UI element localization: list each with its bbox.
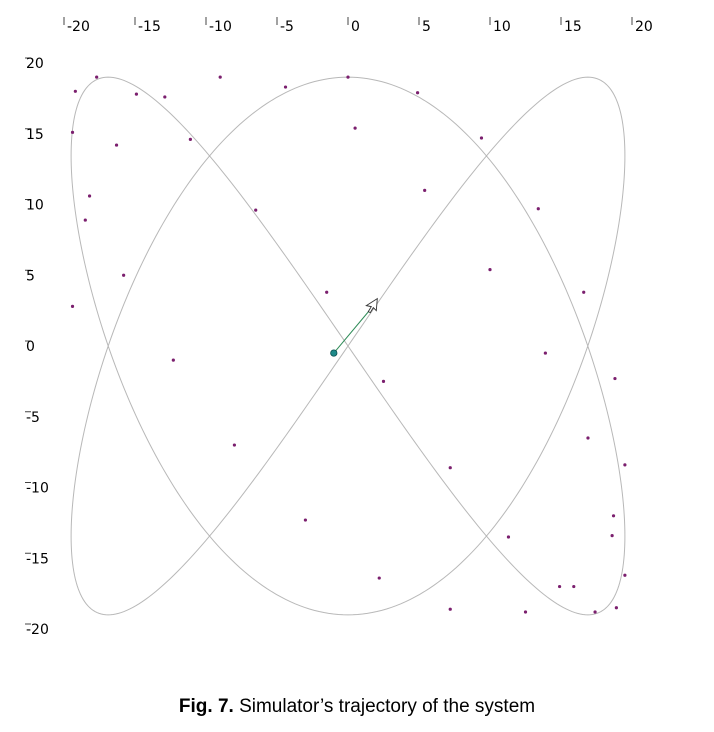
trajectory-point <box>611 514 616 518</box>
trajectory-point <box>218 75 222 79</box>
trajectory-point <box>523 610 528 614</box>
x-tick-label: -20 <box>67 19 90 35</box>
trajectory-point <box>73 89 77 93</box>
y-tick-label: 5 <box>26 268 35 284</box>
trajectory-point <box>346 75 350 79</box>
trajectory-point <box>536 207 540 211</box>
trajectory-point <box>610 534 614 538</box>
trajectory-point <box>381 379 386 383</box>
heading-line <box>333 310 370 354</box>
trajectory-point <box>232 443 236 447</box>
trajectory-point <box>70 304 75 308</box>
trajectory-curve <box>70 76 626 616</box>
trajectory-point <box>254 208 258 212</box>
trajectory-point <box>448 466 452 470</box>
trajectory-point <box>377 576 381 580</box>
trajectory-point <box>614 606 618 610</box>
trajectory-point <box>448 607 452 611</box>
x-tick-label: 15 <box>564 19 582 35</box>
trajectory-point <box>95 75 99 79</box>
y-tick-label: 15 <box>26 127 44 143</box>
trajectory-point <box>325 290 329 294</box>
caption-label: Fig. 7. <box>178 696 234 717</box>
x-tick-label: 20 <box>635 19 653 35</box>
x-tick-label: 5 <box>422 19 431 35</box>
y-tick-label: 10 <box>26 198 44 214</box>
x-tick-label: 10 <box>493 19 511 35</box>
trajectory-point <box>415 91 420 95</box>
figure-caption: Fig. 7. Simulator’s trajectory of the sy… <box>0 696 714 718</box>
caption-text: Simulator’s trajectory of the system <box>233 696 536 717</box>
x-tick-label: 0 <box>351 19 360 35</box>
trajectory-point <box>87 194 92 198</box>
y-axis-ticks: 20 15 10 5 0 -5 -10 -15 -20 <box>25 56 49 638</box>
trajectory-point <box>83 218 87 222</box>
x-axis-ticks: -20 -15 -10 -5 0 5 10 15 20 <box>63 17 653 35</box>
trajectory-point <box>623 573 627 577</box>
x-tick-label: -5 <box>280 19 294 35</box>
trajectory-point <box>283 85 288 89</box>
x-tick-label: -15 <box>138 19 161 35</box>
trajectory-point <box>506 535 511 539</box>
y-tick-label: -15 <box>26 551 49 567</box>
trajectory-point <box>582 290 586 294</box>
trajectory-points <box>70 75 627 614</box>
trajectory-point <box>572 584 576 589</box>
trajectory-point <box>303 518 307 522</box>
trajectory-point <box>188 137 192 142</box>
trajectory-point <box>593 610 597 614</box>
trajectory-point <box>134 92 139 96</box>
trajectory-point <box>623 463 627 467</box>
trajectory-point <box>114 143 119 147</box>
y-tick-label: 20 <box>26 56 44 72</box>
trajectory-point <box>423 188 427 192</box>
y-tick-label: -10 <box>26 481 49 497</box>
arrow-cursor-icon <box>365 297 378 314</box>
y-tick-label: -20 <box>26 622 49 638</box>
trajectory-point <box>586 436 590 440</box>
trajectory-point <box>613 376 617 381</box>
trajectory-plot: -20 -15 -10 -5 0 5 10 15 20 20 15 10 5 0 -5 -10 -15 -20 <box>25 17 653 638</box>
trajectory-point <box>488 267 492 272</box>
trajectory-point <box>171 358 175 362</box>
current-position-marker <box>330 349 338 357</box>
trajectory-point <box>543 351 547 355</box>
trajectory-point <box>353 126 357 130</box>
trajectory-point <box>557 584 562 589</box>
trajectory-point <box>70 130 75 134</box>
y-tick-label: -5 <box>26 410 40 426</box>
trajectory-point <box>163 95 167 99</box>
trajectory-point <box>122 273 126 277</box>
x-tick-label: -10 <box>209 19 232 35</box>
trajectory-point <box>479 136 484 140</box>
y-tick-label: 0 <box>26 339 35 355</box>
